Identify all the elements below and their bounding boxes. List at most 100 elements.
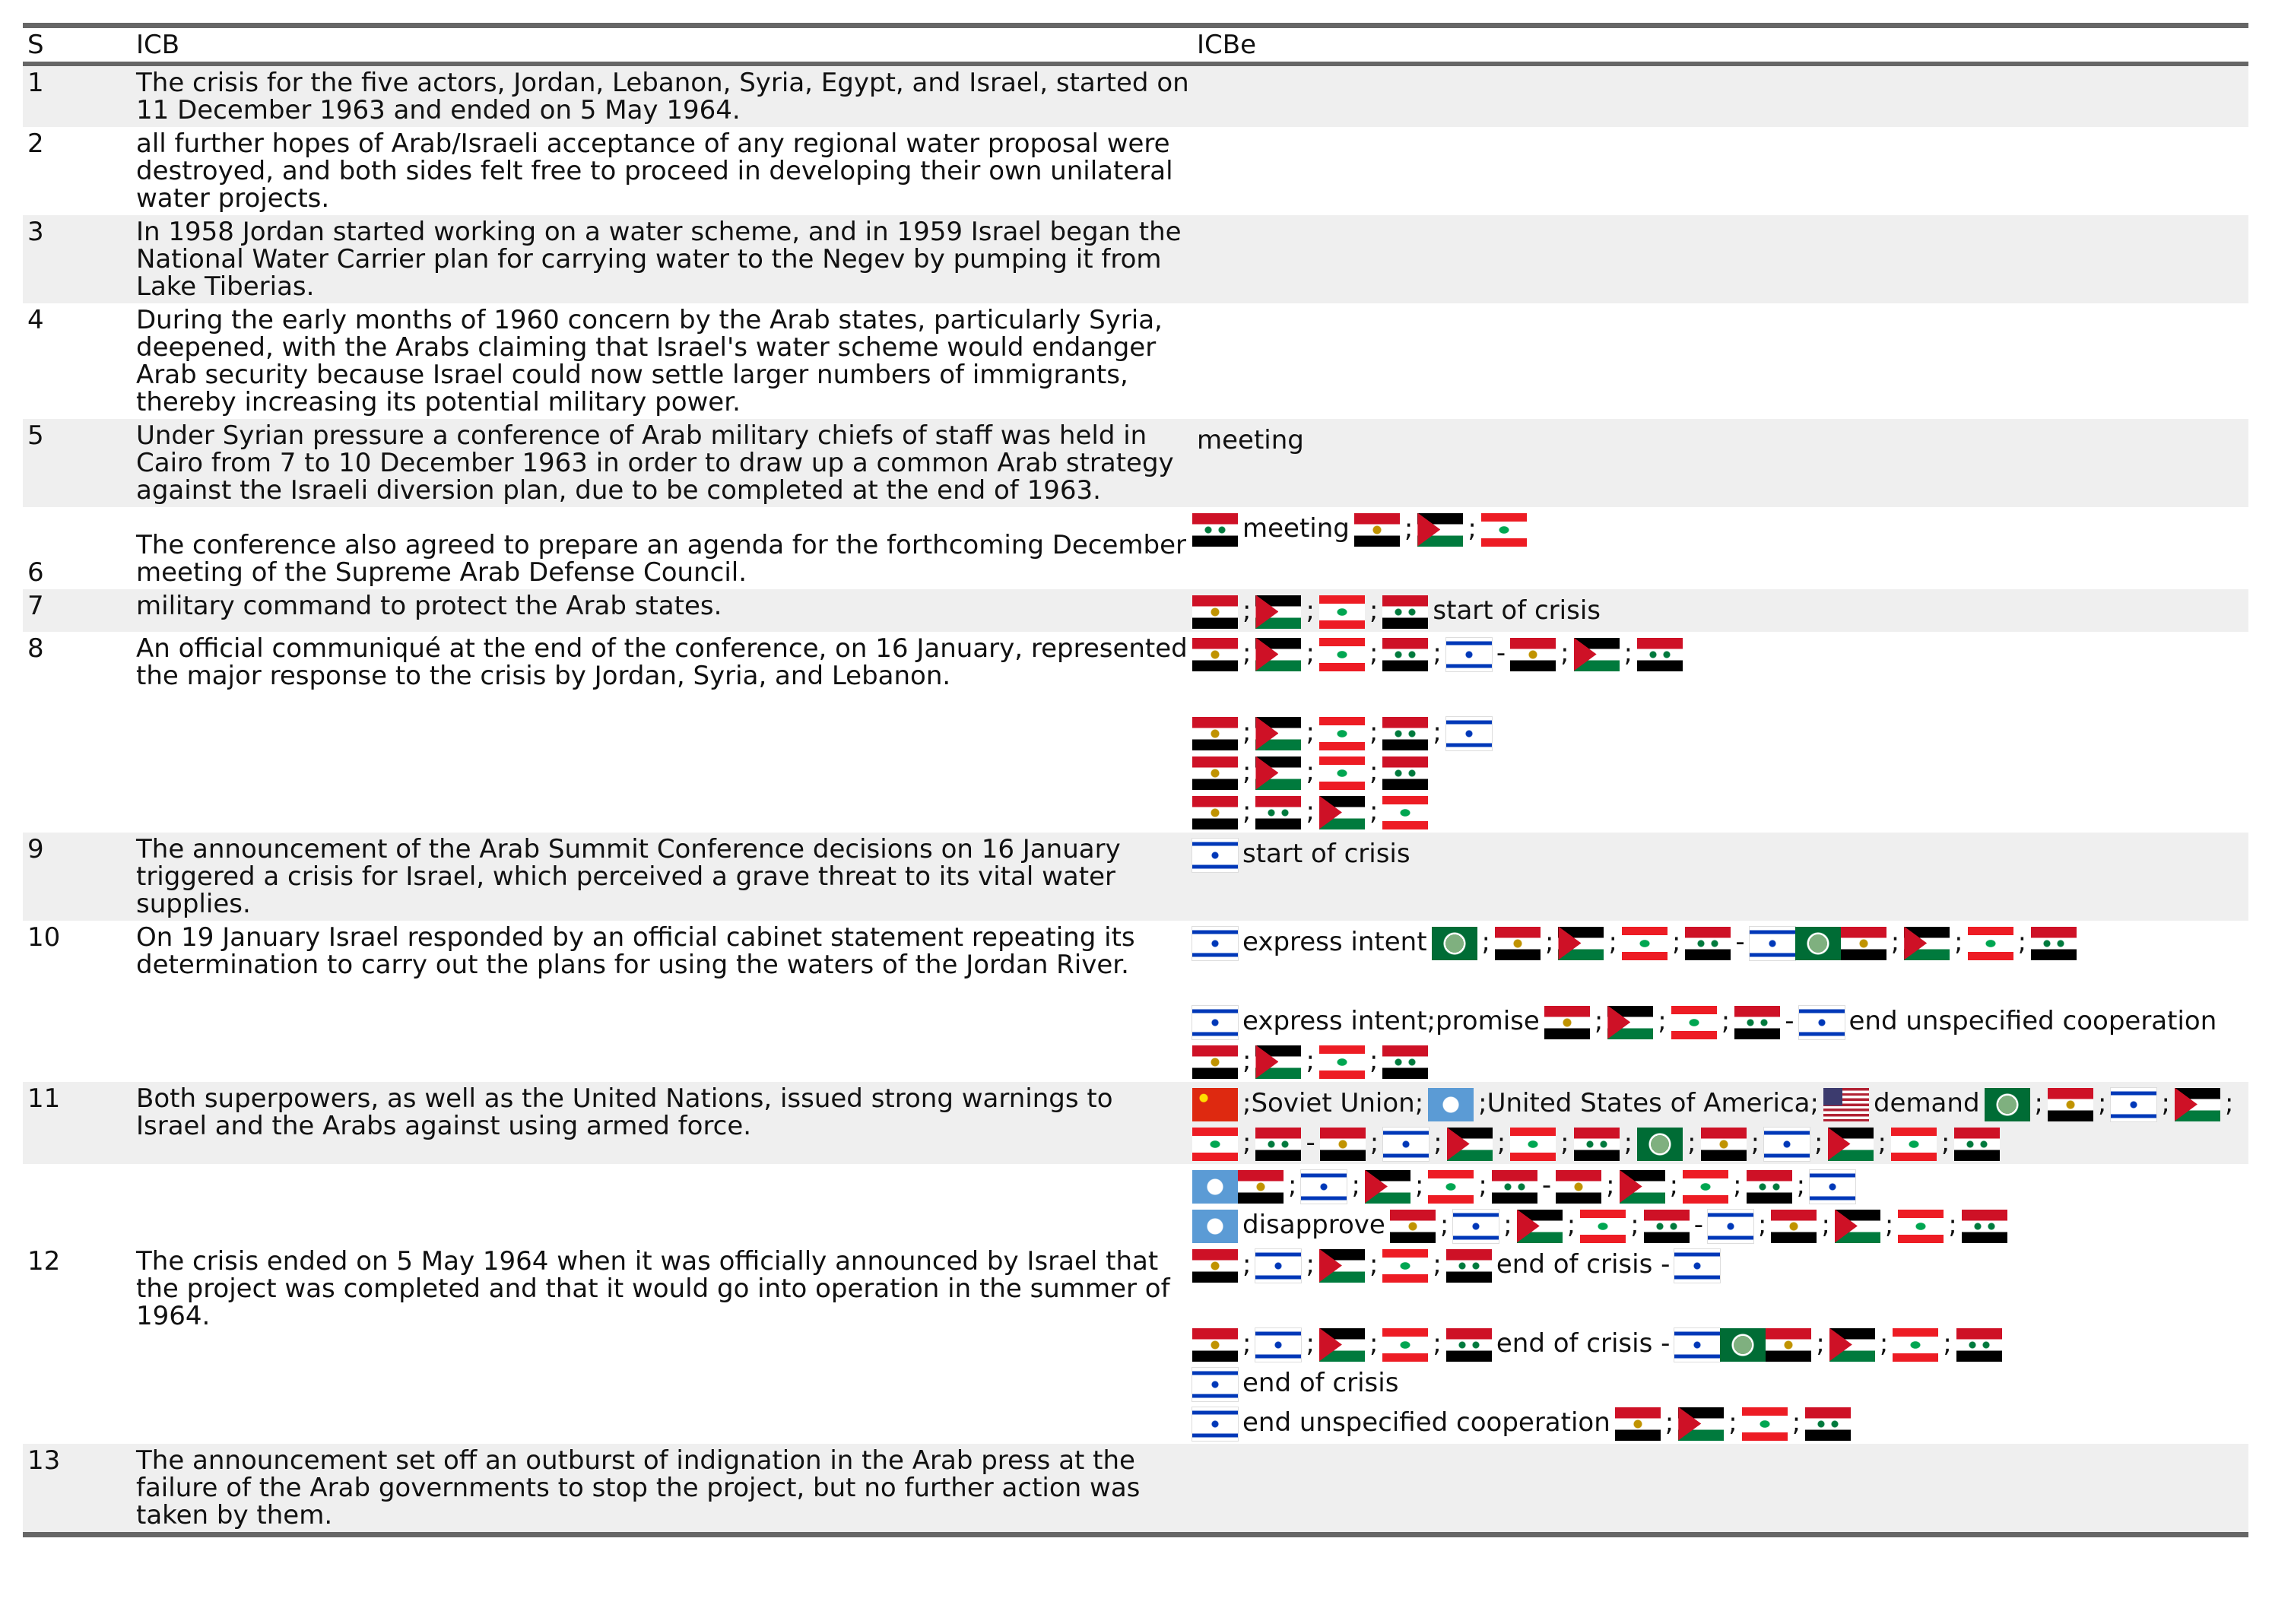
table-row: 1 The crisis for the five actors, Jordan… xyxy=(23,66,2248,127)
flag xyxy=(1734,1005,1781,1039)
flag xyxy=(1771,1209,1817,1243)
flag xyxy=(1510,1127,1556,1161)
flag xyxy=(1255,795,1302,829)
icbe-text: ; xyxy=(1369,717,1379,747)
flag xyxy=(1192,1327,1238,1362)
flag xyxy=(1798,1004,1845,1040)
icbe-text: end unspecified cooperation xyxy=(1242,1407,1610,1438)
table-row: 12 The crisis ended on 5 May 1964 when i… xyxy=(23,1164,2248,1444)
s-cell: 2 xyxy=(27,128,44,159)
flag xyxy=(1192,716,1238,750)
table-row: 6 The conference also agreed to prepare … xyxy=(23,507,2248,589)
icbe-text: ; xyxy=(1306,638,1315,668)
icbe-text: ; xyxy=(1733,1170,1742,1201)
icb-cell: The conference also agreed to prepare an… xyxy=(136,530,1187,588)
icbe-cell: ;;;; -;;;; disapprove;;;; -;;;; ;;;; end of… xyxy=(1192,1164,2248,1444)
icbe-text: ; xyxy=(1545,927,1554,957)
icbe-text: ; xyxy=(2098,1088,2107,1118)
icbe-text: end of crisis - xyxy=(1496,1249,1671,1280)
icbe-line: express intent;promise;;; - end unspecifie… xyxy=(1192,1001,2248,1080)
flag xyxy=(1255,1045,1302,1079)
icbe-line: ;;;; -;; xyxy=(1192,633,2248,673)
icb-cell: On 19 January Israel responded by an off… xyxy=(136,922,1135,980)
icbe-cell xyxy=(1192,1444,2248,1532)
flag xyxy=(1607,1005,1654,1039)
icbe-text: ; xyxy=(2161,1088,2170,1118)
flag xyxy=(1192,1127,1238,1161)
flag xyxy=(1382,795,1429,829)
icb-cell: The announcement of the Arab Summit Conf… xyxy=(136,834,1121,919)
flag xyxy=(1255,1248,1303,1283)
flag xyxy=(1700,1127,1747,1161)
flag xyxy=(1300,1169,1348,1204)
flag xyxy=(1452,1208,1500,1244)
flag xyxy=(1318,1045,1365,1079)
flag xyxy=(1238,1169,1284,1204)
table-row: 9 The announcement of the Arab Summit Co… xyxy=(23,833,2248,921)
icbe-text: demand xyxy=(1873,1088,1980,1118)
icbe-text: ; xyxy=(1306,595,1315,626)
flag xyxy=(1192,1209,1238,1243)
icbe-text: ; xyxy=(1242,717,1252,747)
flag xyxy=(1318,595,1365,629)
icbe-text: ; xyxy=(1369,1249,1379,1280)
icbe-text: ; xyxy=(1560,638,1569,668)
table-row: 13 The announcement set off an outburst … xyxy=(23,1444,2248,1532)
icbe-text: ; xyxy=(1478,1170,1487,1201)
table: S ICB ICBe 1 The crisis for the five act… xyxy=(23,23,2248,1537)
icbe-text: ; xyxy=(1481,927,1491,957)
icbe-text: ; xyxy=(1242,595,1252,626)
flag xyxy=(2174,1087,2220,1121)
flag xyxy=(1961,1209,2007,1243)
icbe-text: - xyxy=(1693,1210,1703,1240)
flag xyxy=(1192,1169,1238,1204)
flag xyxy=(1445,636,1493,672)
s-cell: 11 xyxy=(27,1083,61,1114)
icbe-text: ; xyxy=(1433,717,1442,747)
flag xyxy=(1720,1327,1766,1362)
flag xyxy=(1445,1248,1492,1283)
flag xyxy=(2031,926,2077,960)
flag xyxy=(1706,1208,1754,1244)
icbe-line: ;;;; end of crisis -;;; xyxy=(1192,1324,2248,1363)
icbe-text: ; xyxy=(1606,1170,1615,1201)
flag xyxy=(1890,1127,1937,1161)
icbe-text: ; xyxy=(1369,638,1379,668)
icbe-text: ; xyxy=(1671,927,1681,957)
icb-cell: The crisis for the five actors, Jordan, … xyxy=(136,68,1189,125)
flag xyxy=(1741,1407,1788,1441)
icbe-text: start of crisis xyxy=(1433,595,1601,626)
flag xyxy=(1827,1127,1874,1161)
flag xyxy=(1893,1327,1939,1362)
flag xyxy=(1428,1169,1474,1204)
icbe-line: ;;; xyxy=(1192,752,2248,791)
flag xyxy=(1382,637,1429,671)
icbe-text: ; xyxy=(1948,1210,1957,1240)
flag xyxy=(1573,1127,1620,1161)
icbe-line: end unspecified cooperation;;; xyxy=(1192,1403,2248,1442)
icbe-text: ; xyxy=(1306,796,1315,826)
icbe-text: ; xyxy=(1943,1328,1952,1359)
icbe-text: ; xyxy=(1369,595,1379,626)
icbe-text: ; xyxy=(1288,1170,1297,1201)
flag xyxy=(1516,1209,1563,1243)
flag xyxy=(1318,1327,1365,1362)
s-cell: 10 xyxy=(27,922,61,953)
icbe-text: ;United States of America; xyxy=(1478,1088,1819,1118)
flag xyxy=(1382,1248,1429,1283)
flag xyxy=(1643,1209,1690,1243)
icbe-text: ; xyxy=(1306,1249,1315,1280)
flag xyxy=(1431,926,1477,960)
flag xyxy=(1491,1169,1537,1204)
icbe-text: ; xyxy=(1560,1128,1569,1158)
icbe-text: ; xyxy=(2224,1088,2234,1118)
s-cell: 1 xyxy=(27,68,44,98)
icbe-cell: ;;; start of crisis xyxy=(1192,589,2248,632)
table-row: 4 During the early months of 1960 concer… xyxy=(23,303,2248,419)
flag xyxy=(1805,1407,1852,1441)
icbe-line: end of crisis xyxy=(1192,1363,2248,1403)
flag xyxy=(1573,637,1620,671)
flag xyxy=(1580,1209,1626,1243)
icbe-text: ; xyxy=(1242,1128,1252,1158)
icb-cell: During the early months of 1960 concern … xyxy=(136,305,1163,417)
